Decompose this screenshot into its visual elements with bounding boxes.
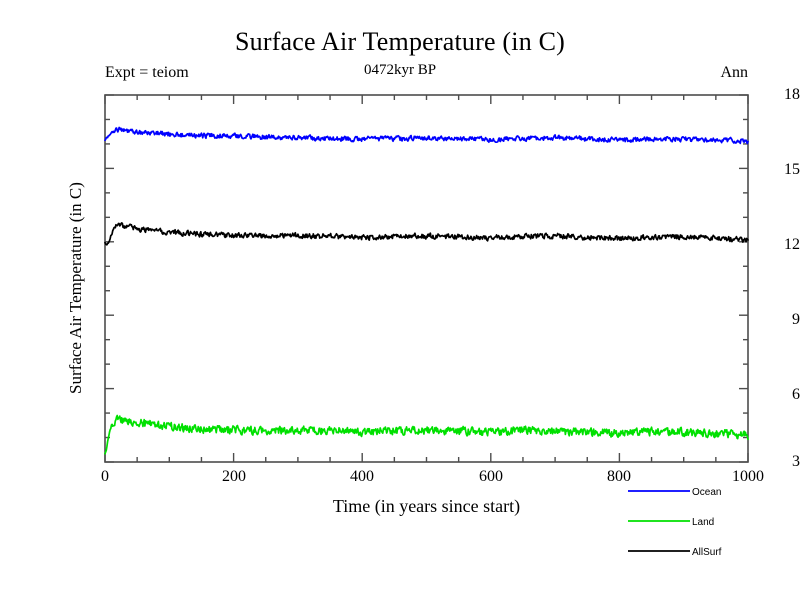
y-tick-label: 12 — [784, 236, 800, 253]
x-tick-label: 200 — [222, 468, 246, 485]
experiment-label: Expt = teiom — [105, 64, 189, 81]
legend-label-ocean: Ocean — [692, 487, 722, 498]
series-layer — [104, 126, 749, 455]
series-line-land — [104, 414, 749, 455]
chart-subtitle: 0472kyr BP — [363, 62, 437, 78]
x-tick-label: 1000 — [732, 468, 764, 485]
x-axis-title: Time (in years since start) — [332, 496, 521, 516]
x-tick-label: 600 — [479, 468, 503, 485]
x-tick-label: 0 — [101, 468, 109, 485]
legend-label-allsurf: AllSurf — [692, 547, 722, 558]
series-line-ocean — [104, 126, 749, 145]
x-tick-label: 800 — [607, 468, 631, 485]
legend-line-samples — [628, 490, 690, 552]
legend-label-land: Land — [692, 517, 715, 528]
period-label: Ann — [720, 64, 748, 81]
y-tick-label: 18 — [784, 86, 800, 103]
y-tick-label: 9 — [792, 311, 800, 328]
series-line-allsurf — [104, 222, 749, 246]
chart-title: Surface Air Temperature (in C) — [234, 27, 566, 56]
x-tick-label: 400 — [350, 468, 374, 485]
y-tick-label: 15 — [784, 161, 800, 178]
y-tick-label: 3 — [792, 453, 800, 470]
y-tick-label: 6 — [792, 386, 800, 403]
axis-layer — [104, 94, 749, 463]
